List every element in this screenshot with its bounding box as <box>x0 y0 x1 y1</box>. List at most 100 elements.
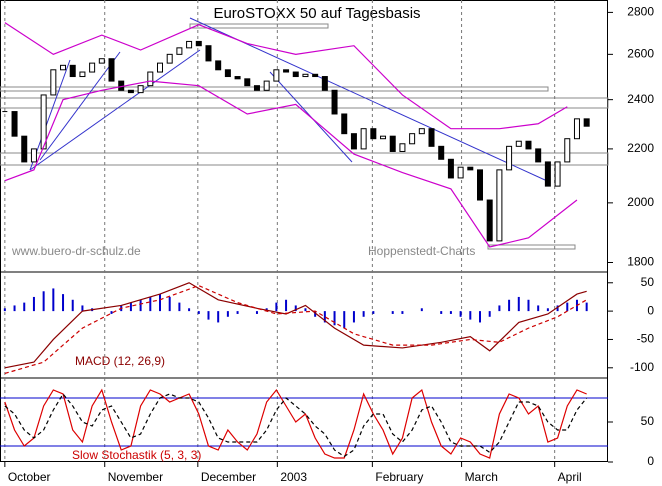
candle <box>21 135 28 163</box>
histogram-bar <box>110 311 113 314</box>
candle <box>215 60 222 71</box>
candle <box>457 166 464 179</box>
x-tick-label: March <box>465 470 498 484</box>
histogram-bar <box>537 305 540 312</box>
plot-frame <box>0 0 608 462</box>
x-tick-label: 2003 <box>280 470 307 484</box>
y-tick-label: 50 <box>641 414 655 428</box>
level-box <box>0 97 609 109</box>
histogram-bar <box>401 311 404 314</box>
chart-title: EuroSTOXX 50 auf Tagesbasis <box>213 5 420 22</box>
x-tick-label: November <box>108 470 163 484</box>
y-tick-label: 50 <box>641 275 655 289</box>
histogram-bar <box>52 288 55 312</box>
histogram-bar <box>449 311 452 314</box>
histogram-bar <box>585 302 588 312</box>
series-line <box>4 388 587 459</box>
histogram-bar <box>178 302 181 312</box>
histogram-bar <box>42 291 45 312</box>
candle <box>224 69 231 78</box>
y-tick-label: 2000 <box>627 195 654 209</box>
candle <box>447 158 454 179</box>
candle <box>486 199 493 242</box>
candle <box>515 140 522 147</box>
histogram-bar <box>188 308 191 312</box>
y-tick-label: 2400 <box>627 92 654 106</box>
candle <box>234 76 241 80</box>
trend-line <box>29 49 201 171</box>
candle <box>50 69 57 96</box>
trend-line <box>39 51 121 161</box>
candle <box>205 45 212 62</box>
x-tick-label: December <box>201 470 256 484</box>
candle <box>40 94 47 150</box>
histogram-bar <box>420 308 423 312</box>
histogram-bar <box>207 311 210 320</box>
histogram-bar <box>440 311 443 314</box>
annotation: www.buero-dr-schulz.de <box>11 244 141 258</box>
candle <box>263 80 270 91</box>
candle <box>176 47 183 55</box>
candle <box>321 76 328 91</box>
histogram-bar <box>566 302 569 312</box>
trend-lines <box>29 17 546 181</box>
histogram-bar <box>459 311 462 317</box>
histogram-bar <box>13 305 16 312</box>
level-box <box>487 244 576 250</box>
x-tick-label: February <box>375 470 423 484</box>
histogram-bar <box>3 308 6 312</box>
candle <box>564 138 571 163</box>
histogram-bar <box>517 296 520 312</box>
candle <box>195 40 202 47</box>
histogram-bar <box>71 299 74 312</box>
candle <box>89 62 96 73</box>
y-tick-label: -100 <box>630 360 654 374</box>
histogram-bar <box>226 311 229 317</box>
panel-label: MACD (12, 26,9) <box>75 354 165 368</box>
histogram-bar <box>62 294 65 312</box>
candle <box>418 128 425 135</box>
candle <box>292 71 299 78</box>
level-box <box>189 23 329 29</box>
y-tick-label: 0 <box>647 303 654 317</box>
histogram-bar <box>333 311 336 326</box>
series-line <box>4 282 587 369</box>
histogram-bar <box>149 296 152 312</box>
candle <box>253 85 260 91</box>
candle <box>11 111 18 137</box>
histogram-bar <box>498 305 501 312</box>
histogram-bar <box>294 305 297 312</box>
candle <box>554 161 561 187</box>
candle <box>409 133 416 145</box>
annotation: Hoppenstedt-Charts <box>368 244 475 258</box>
candle <box>331 89 338 115</box>
candle <box>380 135 387 140</box>
histogram-bar <box>556 305 559 312</box>
candle <box>69 64 76 78</box>
series-line <box>4 392 588 458</box>
level-box <box>0 152 609 166</box>
series-line <box>4 80 578 248</box>
candle <box>350 133 357 150</box>
candle <box>544 161 551 187</box>
histogram-bar <box>304 308 307 312</box>
histogram-bar <box>391 311 394 314</box>
candle <box>186 40 193 49</box>
candle <box>244 78 251 87</box>
x-tick-label: April <box>558 470 582 484</box>
candle <box>525 140 532 150</box>
histogram-bar <box>168 296 171 312</box>
histogram-bar <box>508 299 511 312</box>
histogram-bar <box>197 311 200 314</box>
y-tick-label: 2600 <box>627 47 654 61</box>
histogram-bar <box>236 311 239 314</box>
candle <box>360 128 367 150</box>
candle <box>506 145 513 171</box>
candle <box>312 73 319 78</box>
candle <box>127 89 134 94</box>
y-tick-label: 2200 <box>627 141 654 155</box>
histogram-bar <box>285 299 288 312</box>
histogram-bar <box>139 299 142 312</box>
series-line <box>4 284 587 375</box>
